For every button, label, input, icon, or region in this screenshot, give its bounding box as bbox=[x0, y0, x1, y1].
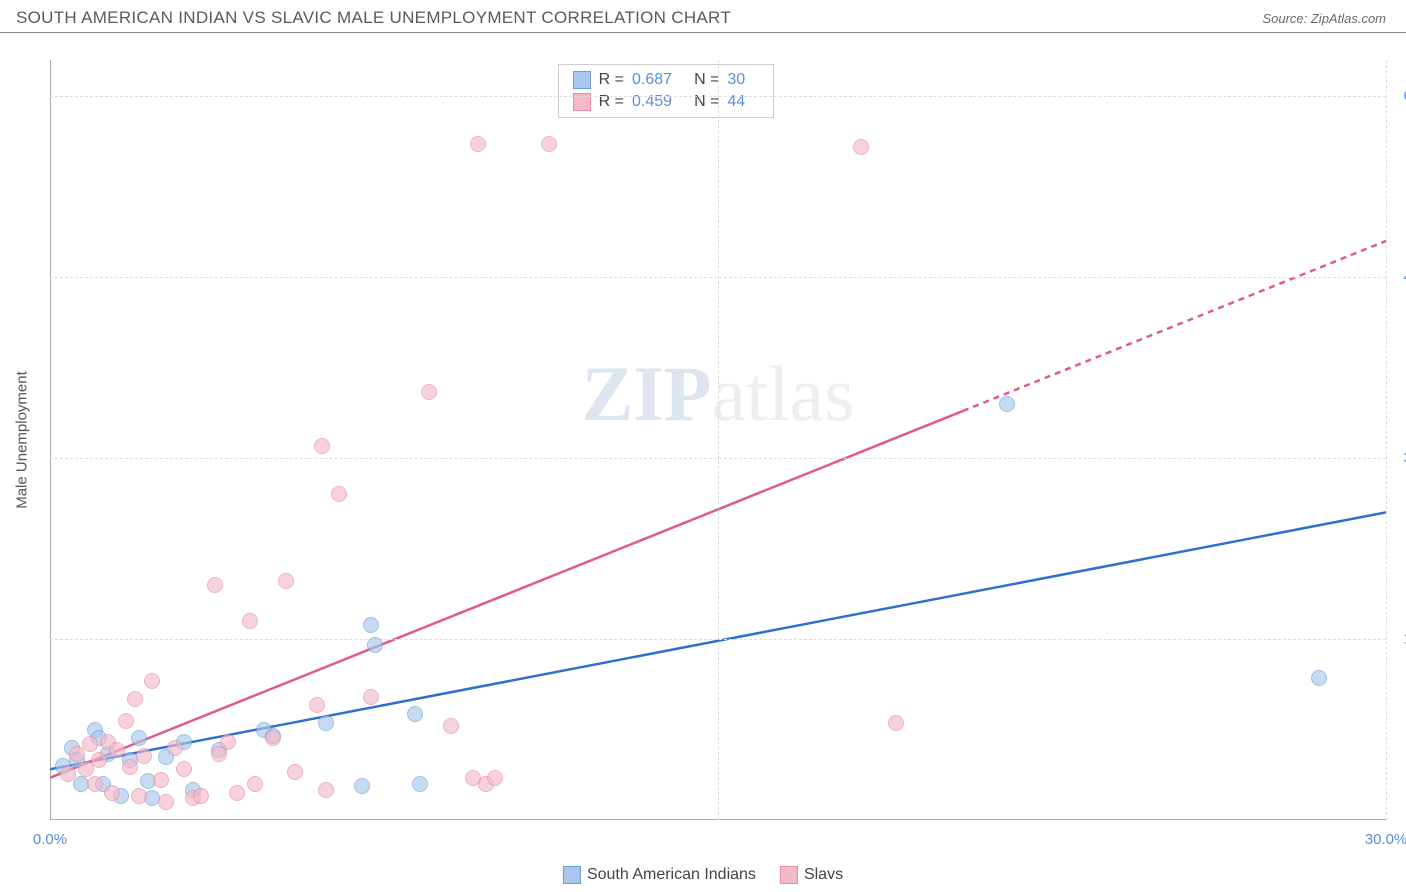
stat-n-label-0: N = bbox=[694, 71, 719, 89]
scatter-point bbox=[443, 718, 459, 734]
scatter-point bbox=[122, 759, 138, 775]
y-axis-label: Male Unemployment bbox=[14, 371, 31, 509]
stats-row-pink: R = 0.459 N = 44 bbox=[573, 91, 760, 113]
stats-swatch-blue bbox=[573, 71, 591, 89]
scatter-point bbox=[158, 794, 174, 810]
scatter-point bbox=[999, 396, 1015, 412]
scatter-point bbox=[207, 577, 223, 593]
scatter-point bbox=[367, 637, 383, 653]
watermark-part2: atlas bbox=[712, 350, 855, 437]
grid-line-vertical bbox=[1386, 60, 1387, 820]
legend-item-pink: Slavs bbox=[780, 866, 843, 884]
y-tick-label: 30.0% bbox=[1391, 450, 1406, 467]
scatter-point bbox=[541, 136, 557, 152]
scatter-point bbox=[888, 715, 904, 731]
scatter-point bbox=[87, 776, 103, 792]
stat-r-value-0: 0.687 bbox=[632, 71, 672, 89]
grid-line-vertical bbox=[718, 60, 719, 820]
y-axis-line bbox=[50, 60, 51, 820]
y-tick-label: 15.0% bbox=[1391, 631, 1406, 648]
x-tick-label: 0.0% bbox=[33, 831, 67, 848]
stat-r-label-0: R = bbox=[599, 71, 624, 89]
y-tick-label: 45.0% bbox=[1391, 269, 1406, 286]
scatter-point bbox=[363, 689, 379, 705]
scatter-point bbox=[247, 776, 263, 792]
legend-bottom: South American Indians Slavs bbox=[563, 866, 843, 884]
legend-swatch-pink bbox=[780, 866, 798, 884]
scatter-point bbox=[314, 438, 330, 454]
scatter-point bbox=[220, 734, 236, 750]
scatter-point bbox=[278, 573, 294, 589]
watermark-part1: ZIP bbox=[582, 350, 712, 437]
scatter-point bbox=[331, 486, 347, 502]
scatter-point bbox=[109, 742, 125, 758]
scatter-point bbox=[318, 782, 334, 798]
legend-label-blue: South American Indians bbox=[587, 866, 756, 884]
scatter-point bbox=[136, 748, 152, 764]
scatter-point bbox=[487, 770, 503, 786]
scatter-point bbox=[167, 740, 183, 756]
scatter-point bbox=[91, 752, 107, 768]
legend-label-pink: Slavs bbox=[804, 866, 843, 884]
scatter-point bbox=[363, 617, 379, 633]
scatter-point bbox=[82, 736, 98, 752]
stats-box: R = 0.687 N = 30 R = 0.459 N = 44 bbox=[558, 64, 775, 118]
scatter-point bbox=[104, 785, 120, 801]
scatter-point bbox=[309, 697, 325, 713]
scatter-point bbox=[853, 139, 869, 155]
scatter-point bbox=[265, 730, 281, 746]
scatter-point bbox=[242, 613, 258, 629]
scatter-point bbox=[470, 136, 486, 152]
scatter-point bbox=[229, 785, 245, 801]
scatter-point bbox=[412, 776, 428, 792]
scatter-point bbox=[127, 691, 143, 707]
legend-item-blue: South American Indians bbox=[563, 866, 756, 884]
chart-title: SOUTH AMERICAN INDIAN VS SLAVIC MALE UNE… bbox=[16, 8, 731, 28]
scatter-point bbox=[287, 764, 303, 780]
scatter-point bbox=[193, 788, 209, 804]
x-tick-label: 30.0% bbox=[1365, 831, 1406, 848]
legend-swatch-blue bbox=[563, 866, 581, 884]
source-attribution: Source: ZipAtlas.com bbox=[1262, 11, 1386, 26]
scatter-point bbox=[354, 778, 370, 794]
scatter-point bbox=[1311, 670, 1327, 686]
stat-n-value-0: 30 bbox=[727, 71, 745, 89]
scatter-point bbox=[176, 761, 192, 777]
scatter-point bbox=[407, 706, 423, 722]
plot-area: ZIPatlas R = 0.687 N = 30 R = 0.459 N = … bbox=[50, 60, 1386, 820]
y-tick-label: 60.0% bbox=[1391, 88, 1406, 105]
scatter-point bbox=[153, 772, 169, 788]
chart-container: Male Unemployment ZIPatlas R = 0.687 N =… bbox=[50, 60, 1386, 820]
scatter-point bbox=[131, 788, 147, 804]
scatter-point bbox=[60, 766, 76, 782]
scatter-point bbox=[131, 730, 147, 746]
scatter-point bbox=[144, 673, 160, 689]
chart-header: SOUTH AMERICAN INDIAN VS SLAVIC MALE UNE… bbox=[0, 0, 1406, 33]
scatter-point bbox=[318, 715, 334, 731]
scatter-point bbox=[421, 384, 437, 400]
stats-row-blue: R = 0.687 N = 30 bbox=[573, 69, 760, 91]
scatter-point bbox=[118, 713, 134, 729]
